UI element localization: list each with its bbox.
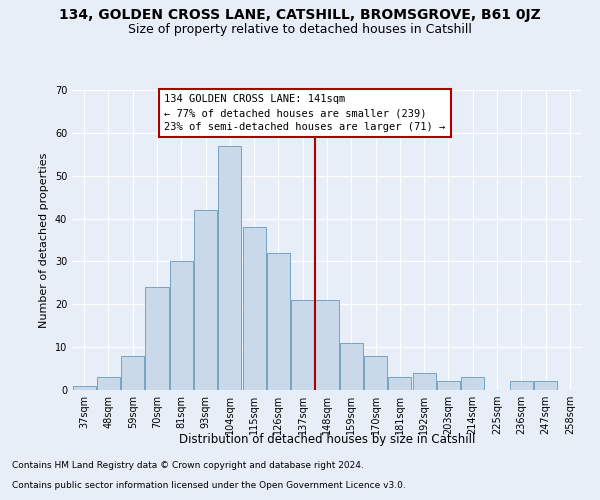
Bar xyxy=(461,377,484,390)
Bar xyxy=(340,343,363,390)
Bar xyxy=(97,377,120,390)
Bar xyxy=(267,253,290,390)
Bar xyxy=(316,300,338,390)
Text: 134, GOLDEN CROSS LANE, CATSHILL, BROMSGROVE, B61 0JZ: 134, GOLDEN CROSS LANE, CATSHILL, BROMSG… xyxy=(59,8,541,22)
Bar xyxy=(170,262,193,390)
Bar xyxy=(218,146,241,390)
Bar xyxy=(388,377,412,390)
Text: 134 GOLDEN CROSS LANE: 141sqm
← 77% of detached houses are smaller (239)
23% of : 134 GOLDEN CROSS LANE: 141sqm ← 77% of d… xyxy=(164,94,446,132)
Bar xyxy=(510,382,533,390)
Bar xyxy=(73,386,95,390)
Bar xyxy=(534,382,557,390)
Bar xyxy=(145,287,169,390)
Bar xyxy=(364,356,387,390)
Bar xyxy=(413,373,436,390)
Text: Size of property relative to detached houses in Catshill: Size of property relative to detached ho… xyxy=(128,22,472,36)
Text: Distribution of detached houses by size in Catshill: Distribution of detached houses by size … xyxy=(179,432,475,446)
Text: Contains HM Land Registry data © Crown copyright and database right 2024.: Contains HM Land Registry data © Crown c… xyxy=(12,461,364,470)
Bar xyxy=(437,382,460,390)
Bar xyxy=(242,227,266,390)
Bar xyxy=(194,210,217,390)
Y-axis label: Number of detached properties: Number of detached properties xyxy=(39,152,49,328)
Text: Contains public sector information licensed under the Open Government Licence v3: Contains public sector information licen… xyxy=(12,481,406,490)
Bar xyxy=(291,300,314,390)
Bar xyxy=(121,356,144,390)
